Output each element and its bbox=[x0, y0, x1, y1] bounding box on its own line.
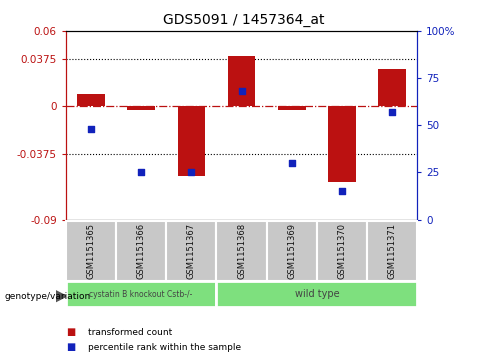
Text: GSM1151371: GSM1151371 bbox=[387, 223, 397, 280]
Bar bbox=[116, 221, 166, 281]
Bar bbox=[77, 94, 105, 106]
Text: GSM1151368: GSM1151368 bbox=[237, 223, 246, 280]
Text: ■: ■ bbox=[66, 342, 75, 352]
Text: ■: ■ bbox=[66, 327, 75, 337]
Text: percentile rank within the sample: percentile rank within the sample bbox=[88, 343, 241, 352]
Point bbox=[187, 170, 195, 175]
Text: GSM1151367: GSM1151367 bbox=[187, 223, 196, 280]
Text: GSM1151370: GSM1151370 bbox=[337, 223, 346, 280]
Text: genotype/variation: genotype/variation bbox=[5, 292, 91, 301]
Point bbox=[288, 160, 296, 166]
Point bbox=[338, 188, 346, 194]
Point bbox=[238, 88, 245, 94]
Text: GSM1151365: GSM1151365 bbox=[86, 223, 96, 280]
Bar bbox=[328, 106, 356, 182]
Text: transformed count: transformed count bbox=[88, 328, 172, 337]
Text: GSM1151366: GSM1151366 bbox=[137, 223, 146, 280]
Bar bbox=[166, 221, 217, 281]
Point bbox=[137, 170, 145, 175]
Point bbox=[87, 126, 95, 132]
Bar bbox=[228, 56, 255, 106]
Bar bbox=[317, 221, 367, 281]
Bar bbox=[266, 221, 317, 281]
Bar bbox=[278, 106, 305, 110]
Bar bbox=[66, 281, 217, 307]
Text: GSM1151369: GSM1151369 bbox=[287, 223, 296, 280]
Polygon shape bbox=[56, 291, 66, 302]
Bar bbox=[127, 106, 155, 110]
Bar bbox=[66, 221, 116, 281]
Text: wild type: wild type bbox=[295, 289, 339, 299]
Bar bbox=[378, 69, 406, 106]
Bar bbox=[217, 221, 266, 281]
Bar bbox=[178, 106, 205, 176]
Text: cystatin B knockout Cstb-/-: cystatin B knockout Cstb-/- bbox=[89, 290, 193, 298]
Point bbox=[388, 109, 396, 115]
Bar bbox=[217, 281, 417, 307]
Text: GDS5091 / 1457364_at: GDS5091 / 1457364_at bbox=[163, 13, 325, 27]
Bar bbox=[367, 221, 417, 281]
